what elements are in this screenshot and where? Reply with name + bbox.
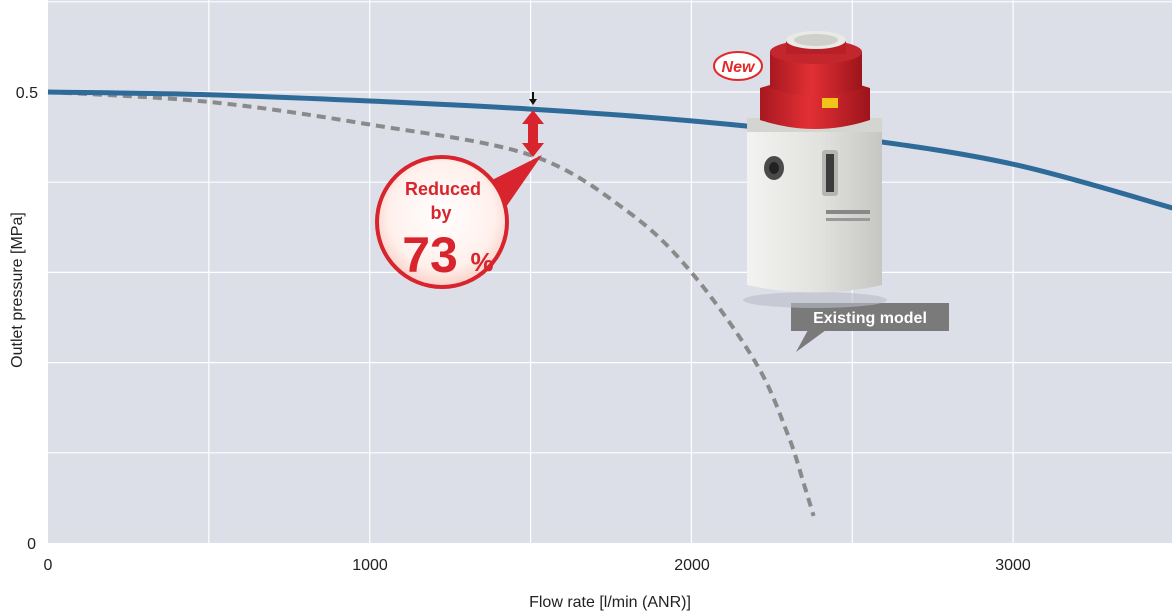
badge-line2: by [430, 203, 451, 223]
y-axis-title: Outlet pressure [MPa] [9, 212, 26, 368]
new-label: New [722, 59, 756, 76]
badge-line1: Reduced [405, 179, 481, 199]
series-line-existing-model [47, 90, 816, 517]
y-tick-label: 0 [27, 536, 36, 553]
down-arrow-icon [529, 92, 537, 105]
series-line-new-model [47, 89, 1172, 211]
x-tick-label: 3000 [995, 557, 1031, 574]
y-tick-label: 0.5 [16, 85, 38, 102]
existing-model-label: Existing model [813, 310, 927, 327]
plot-area [48, 0, 1172, 543]
double-arrow-icon [522, 110, 544, 157]
x-tick-label: 1000 [352, 557, 388, 574]
badge-number: 73 [402, 227, 458, 283]
new-badge: New [713, 51, 763, 81]
x-tick-label: 2000 [674, 557, 710, 574]
reduction-badge: Reduced by 73 % [375, 155, 542, 289]
x-axis-title: Flow rate [l/min (ANR)] [529, 594, 691, 611]
badge-unit: % [470, 247, 493, 277]
series-layer [47, 89, 1172, 517]
x-tick-label: 0 [44, 557, 53, 574]
regulator-product-image [743, 31, 887, 308]
